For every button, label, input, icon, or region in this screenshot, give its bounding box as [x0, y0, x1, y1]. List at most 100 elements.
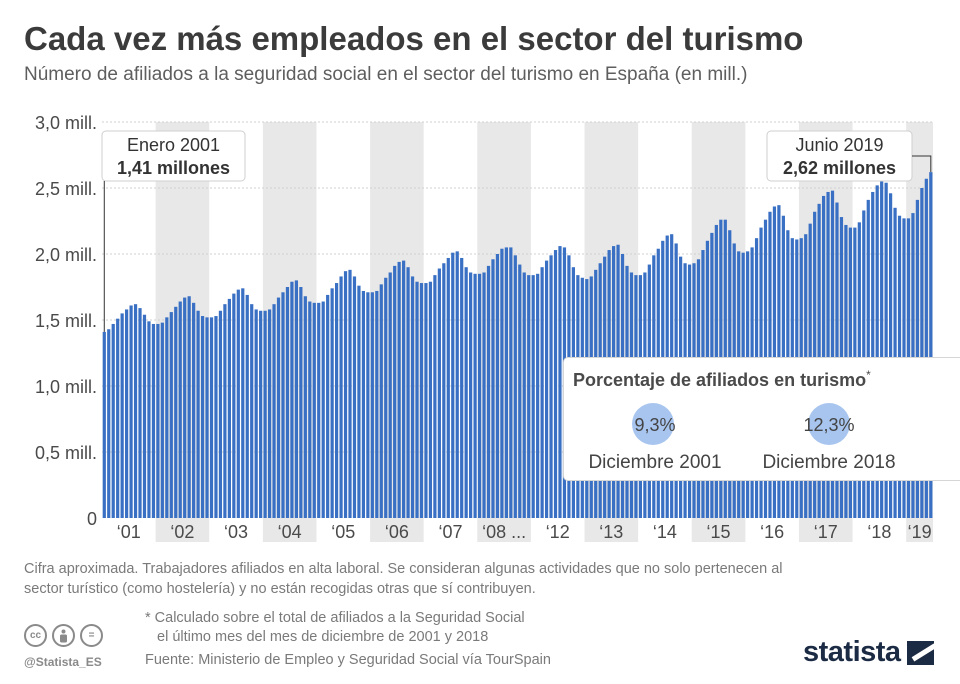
bar — [513, 255, 517, 518]
bar — [169, 312, 173, 518]
bar — [187, 296, 191, 518]
stat-2018-label: Diciembre 2018 — [762, 452, 896, 473]
annotation-start-box — [101, 130, 246, 182]
bar — [549, 255, 553, 518]
bar — [165, 317, 169, 518]
bar — [317, 302, 321, 518]
bar — [370, 292, 374, 518]
x-tick-label: ‘13 — [599, 522, 623, 542]
bar — [236, 289, 240, 518]
methodology-note: Cifra aproximada. Trabajadores afiliados… — [24, 561, 783, 597]
bar — [830, 190, 835, 518]
twitter-handle[interactable]: @Statista_ES — [24, 655, 102, 669]
x-tick-label: ‘18 — [867, 522, 891, 542]
bar — [455, 251, 459, 519]
bar — [352, 276, 357, 518]
bar — [107, 329, 111, 518]
bar — [299, 287, 303, 518]
bar — [406, 267, 410, 518]
stat-2001-label: Diciembre 2001 — [588, 452, 722, 473]
x-tick-label: ‘03 — [224, 522, 248, 542]
statista-logo[interactable]: statista — [803, 636, 934, 669]
annotation-start-value: 1,41 millones — [117, 158, 230, 178]
bar — [544, 260, 549, 518]
bar — [102, 331, 106, 518]
stat-2018: 12,3% Diciembre 2018 — [739, 403, 919, 474]
bar — [924, 178, 928, 518]
bar — [330, 288, 334, 518]
bar — [294, 280, 298, 518]
bar — [334, 283, 339, 518]
bar — [393, 265, 397, 518]
bar — [388, 272, 392, 518]
bar — [375, 290, 379, 518]
bar — [821, 195, 826, 519]
bar — [312, 302, 316, 518]
bar — [384, 277, 388, 518]
bar — [357, 285, 361, 518]
bar — [160, 322, 164, 518]
bar — [482, 272, 486, 518]
bar — [272, 304, 276, 518]
bar — [531, 275, 535, 518]
bar — [250, 304, 254, 518]
bar — [419, 283, 424, 518]
bar — [451, 252, 455, 518]
year-band — [262, 122, 317, 542]
annotation-start-label: Enero 2001 — [127, 135, 220, 155]
bar — [397, 261, 401, 518]
bar — [245, 294, 249, 518]
bar — [348, 269, 352, 518]
x-tick-label: ‘08 ... — [482, 522, 526, 542]
bar — [156, 323, 160, 518]
bar — [424, 283, 428, 518]
y-tick-label: 0,5 mill. — [35, 443, 97, 463]
bar — [504, 247, 508, 518]
bar — [433, 275, 437, 518]
stat-2018-value: 12,3% — [803, 415, 855, 435]
bar — [880, 181, 884, 518]
bar — [120, 313, 124, 518]
bar — [920, 188, 924, 518]
creative-commons-icon: cc — [24, 624, 47, 647]
asterisk-mark: * — [866, 368, 871, 382]
y-tick-label: 3,0 mill. — [35, 113, 97, 133]
bar — [402, 260, 406, 518]
bar — [241, 288, 245, 518]
annotation-end-leader — [912, 155, 932, 173]
bar — [276, 297, 281, 518]
stat-2001: 9,3% Diciembre 2001 — [565, 403, 745, 474]
bar — [259, 310, 263, 518]
bar — [343, 271, 348, 518]
stat-2001-circle — [632, 403, 674, 445]
statista-logo-icon — [906, 640, 934, 665]
x-tick-label: ‘04 — [278, 522, 302, 542]
bar — [285, 287, 290, 518]
bar — [361, 290, 366, 518]
x-tick-label: ‘06 — [385, 522, 409, 542]
x-tick-label: ‘19 — [908, 522, 932, 542]
bar — [875, 185, 879, 519]
bar — [200, 316, 205, 518]
bar — [209, 317, 214, 518]
bar — [871, 191, 875, 518]
y-tick-label: 2,5 mill. — [35, 179, 97, 199]
x-tick-label: ‘17 — [814, 522, 838, 542]
bar — [227, 298, 231, 518]
bar — [437, 268, 441, 518]
bar — [486, 265, 491, 518]
stat-2018-circle — [808, 403, 850, 445]
bar — [267, 309, 272, 518]
bar — [290, 281, 294, 518]
tourism-share-box: Porcentaje de afiliados en turismo* 9,3%… — [563, 357, 960, 481]
chart-title: Cada vez más empleados en el sector del … — [24, 20, 804, 57]
bar — [232, 293, 236, 518]
bar — [536, 273, 540, 518]
bar — [379, 284, 383, 518]
bar — [321, 301, 325, 518]
bar — [174, 306, 178, 518]
bar — [469, 272, 473, 518]
x-tick-label: ‘12 — [546, 522, 570, 542]
statista-logo-text: statista — [803, 636, 901, 668]
x-tick-label: ‘05 — [331, 522, 355, 542]
